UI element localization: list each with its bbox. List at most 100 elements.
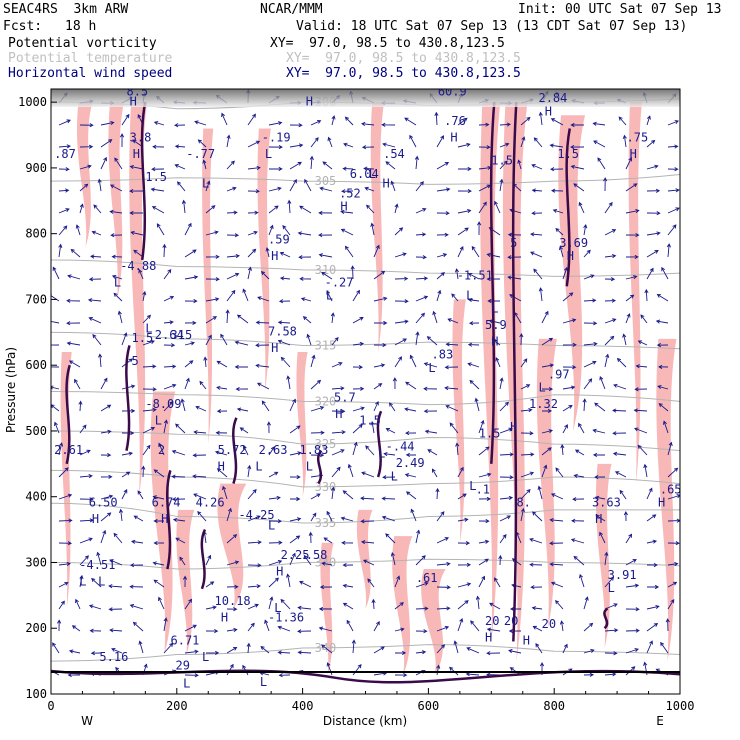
wind-arrow-289: [451, 293, 459, 302]
pv-contour-6: [316, 449, 323, 485]
marker-label-104: 2.84: [538, 91, 567, 105]
wind-arrow-278: [226, 289, 236, 302]
wind-arrow-83: [533, 137, 543, 148]
wind-arrow-133: [319, 186, 333, 192]
wind-arrow-738: [436, 625, 450, 632]
wind-arrow-191: [282, 225, 291, 236]
wind-arrow-585: [360, 519, 375, 524]
wind-arrow-33: [121, 113, 130, 126]
marker-label-15: .58: [306, 548, 328, 562]
wind-arrow-568: [646, 487, 653, 500]
wind-arrow-248: [226, 272, 240, 280]
marker-label-42: L: [469, 479, 476, 493]
wind-arrow-628: [646, 539, 658, 544]
wind-arrow-124: [129, 188, 144, 194]
wind-arrow-273: [113, 292, 123, 302]
wind-arrow-654: [549, 562, 564, 567]
wind-arrow-267: [625, 275, 638, 280]
marker-label-109: 29: [52, 78, 66, 92]
wind-arrow-707: [415, 606, 429, 611]
theta-contour-8: [51, 173, 680, 185]
wind-arrow-573: [118, 508, 124, 522]
pv-region-19: [558, 115, 586, 431]
wind-arrow-603: [113, 532, 123, 544]
wind-arrow-228: [436, 253, 448, 258]
wind-arrow-681: [494, 577, 501, 588]
wind-arrow-518: [216, 468, 228, 478]
marker-label-53: 3.91: [608, 568, 637, 582]
wind-arrow-699: [247, 603, 259, 610]
wind-arrow-279: [242, 288, 249, 302]
wind-arrow-529: [457, 466, 464, 478]
marker-label-90: L: [202, 177, 209, 191]
wind-arrow-72: [310, 137, 319, 148]
wind-arrow-793: [326, 662, 333, 676]
wind-arrow-159: [247, 210, 259, 215]
marker-label-32: L: [378, 446, 385, 460]
marker-label-57: 20: [542, 617, 556, 631]
wind-arrow-730: [264, 619, 270, 632]
wind-arrow-45: [361, 121, 375, 127]
wind-arrow-254: [350, 265, 355, 280]
wind-arrow-84: [549, 143, 564, 148]
wind-arrow-360: [51, 364, 60, 370]
wind-arrow-583: [326, 510, 333, 522]
theta-label-8: 305: [315, 174, 337, 188]
wind-arrow-593: [531, 511, 543, 522]
wind-arrow-217: [205, 254, 220, 259]
wind-arrow-705: [371, 598, 376, 610]
y-tick-label-5: 600: [25, 358, 47, 372]
wind-arrow-779: [660, 641, 669, 654]
wind-arrow-394: [142, 387, 157, 392]
wind-arrow-451: [79, 424, 87, 434]
wind-arrow-409: [444, 386, 459, 391]
wind-arrow-375: [373, 363, 386, 368]
wind-arrow-740: [470, 620, 480, 632]
wind-arrow-442: [520, 408, 533, 413]
wind-arrow-485: [158, 442, 165, 456]
wind-arrow-381: [495, 357, 501, 368]
wind-arrow-590: [478, 519, 490, 524]
wind-arrow-269: [661, 266, 669, 280]
wind-arrow-361: [68, 360, 81, 368]
wind-arrow-70: [268, 145, 283, 150]
marker-label-12: -4.51: [79, 558, 115, 572]
wind-arrow-528: [431, 468, 438, 478]
wind-arrow-268: [646, 267, 654, 280]
marker-label-70: .83: [432, 348, 454, 362]
wind-arrow-445: [582, 398, 587, 412]
wind-arrow-395: [163, 383, 177, 390]
wind-arrow-597: [623, 511, 628, 522]
wind-arrow-706: [394, 602, 404, 610]
wind-arrow-102: [309, 155, 314, 170]
wind-arrow-274: [142, 290, 147, 302]
wind-arrow-408: [423, 386, 438, 391]
wind-arrow-680: [478, 575, 485, 588]
wind-arrow-372: [310, 354, 316, 368]
wind-arrow-41: [289, 123, 303, 128]
marker-label-11: L: [98, 574, 105, 588]
wind-arrow-632: [96, 551, 102, 566]
wind-arrow-570: [58, 518, 73, 523]
wind-arrow-384: [562, 365, 577, 370]
wind-arrow-668: [226, 584, 239, 589]
wind-arrow-196: [394, 227, 404, 236]
wind-arrow-580: [268, 519, 282, 524]
wind-arrow-560: [478, 496, 491, 501]
wind-arrow-103: [322, 161, 333, 170]
wind-arrow-61: [79, 144, 94, 149]
wind-arrow-553: [330, 486, 336, 500]
wind-arrow-136: [390, 180, 396, 192]
wind-arrow-495: [365, 445, 375, 456]
wind-arrow-724: [132, 621, 144, 632]
wind-arrow-259: [454, 268, 460, 280]
wind-arrow-413: [541, 387, 554, 392]
wind-arrow-497: [405, 452, 417, 458]
wind-arrow-552: [310, 493, 321, 500]
wind-arrow-557: [405, 491, 417, 500]
pv-region-12: [370, 102, 385, 353]
wind-arrow-659: [667, 561, 679, 567]
marker-label-96: 3.8: [130, 131, 152, 145]
marker-label-24: H: [218, 459, 225, 473]
wind-arrow-438: [423, 409, 438, 414]
